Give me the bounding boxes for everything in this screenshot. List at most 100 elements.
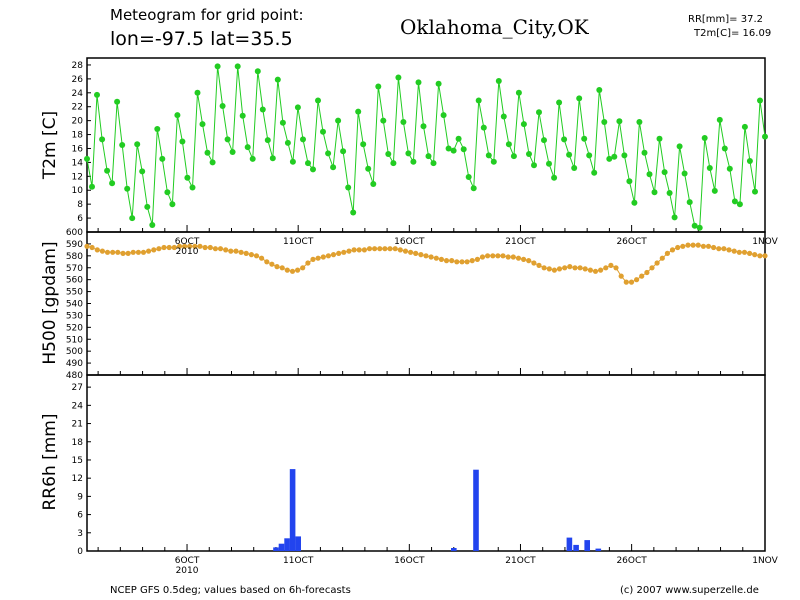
t2m-point xyxy=(400,119,407,125)
t2m-point xyxy=(616,118,623,125)
t2m-point xyxy=(671,214,678,221)
t2m-point xyxy=(736,201,743,208)
t2m-point xyxy=(164,189,171,196)
h500-point xyxy=(259,255,265,261)
t2m-ytick-label: 14 xyxy=(72,158,84,168)
t2m-point xyxy=(199,121,206,128)
t2m-point xyxy=(701,135,708,141)
t2m-point xyxy=(350,209,357,216)
t2m-point xyxy=(380,117,387,124)
rr-ytick-label: 6 xyxy=(77,511,83,521)
t2m-point xyxy=(330,164,337,171)
t2m-point xyxy=(259,106,266,113)
h500-point xyxy=(115,249,121,255)
h500-point xyxy=(120,250,126,256)
t2m-point xyxy=(234,63,241,70)
rr-time-label-year: 2010 xyxy=(176,566,199,576)
h500-point xyxy=(613,265,619,271)
rr-bar xyxy=(278,543,285,551)
title-line-2: lon=-97.5 lat=35.5 xyxy=(110,28,293,50)
t2m-point xyxy=(741,123,748,130)
footer-credit: (c) 2007 www.superzelle.de xyxy=(620,585,759,596)
t2m-point xyxy=(269,155,276,162)
t2m-point xyxy=(214,63,221,70)
h500-point xyxy=(248,252,254,258)
h500-ytick-label: 490 xyxy=(66,359,83,369)
rr-ytick-label: 9 xyxy=(77,492,83,502)
h500-ytick-label: 510 xyxy=(66,335,83,345)
h500-point xyxy=(325,253,331,259)
h500-point xyxy=(171,244,177,251)
t2m-point xyxy=(94,91,100,98)
t2m-point xyxy=(455,135,462,142)
t2m-point xyxy=(264,137,271,144)
h500-point xyxy=(356,247,362,253)
h500-point xyxy=(510,254,516,260)
t2m-point xyxy=(661,169,668,176)
h500-time-label: 16OCT xyxy=(394,237,425,247)
t2m-point xyxy=(746,158,753,164)
t2m-point xyxy=(305,160,311,167)
t2m-point xyxy=(425,153,432,160)
t2m-point xyxy=(581,135,588,142)
h500-point xyxy=(541,265,547,271)
h500-point xyxy=(587,267,594,273)
h500-point xyxy=(336,250,342,256)
h500-point xyxy=(490,253,496,259)
t2m-point xyxy=(114,98,121,105)
t2m-point xyxy=(686,199,693,206)
rr-time-label: 16OCT xyxy=(394,556,425,566)
h500-point xyxy=(125,250,131,256)
h500-point xyxy=(526,258,532,264)
h500-point xyxy=(372,246,378,252)
t2m-point xyxy=(345,184,352,191)
rr-bar xyxy=(451,548,457,551)
h500-time-label: 21OCT xyxy=(505,237,536,247)
h500-point xyxy=(659,255,665,261)
h500-point xyxy=(243,250,249,256)
h500-point xyxy=(675,244,681,251)
footer-source: NCEP GFS 0.5deg; values based on 6h-fore… xyxy=(110,585,351,596)
h500-point xyxy=(130,249,136,255)
h500-point xyxy=(423,253,429,259)
t2m-panel: 6 8 10 12 14 16 18 20 22 24 26 28 T2m [C] xyxy=(40,57,768,233)
t2m-point xyxy=(209,159,216,166)
t2m-point xyxy=(591,169,598,176)
t2m-point xyxy=(370,181,377,187)
h500-ytick-label: 500 xyxy=(66,347,83,357)
h500-ytick-label: 570 xyxy=(66,264,83,274)
t2m-point xyxy=(435,80,442,87)
h500-point xyxy=(577,265,583,271)
rr-time-label: 21OCT xyxy=(505,556,536,566)
h500-point xyxy=(649,265,655,271)
t2m-point xyxy=(109,180,116,187)
h500-ytick-label: 530 xyxy=(66,311,83,321)
h500-point xyxy=(495,253,501,259)
h500-point xyxy=(253,253,260,259)
t2m-point xyxy=(601,119,608,125)
h500-point xyxy=(485,253,491,259)
t2m-point xyxy=(204,149,211,156)
h500-point xyxy=(84,243,90,249)
t2m-summary: T2m[C]= 16.09 xyxy=(693,28,771,39)
t2m-point xyxy=(254,68,261,75)
t2m-point xyxy=(666,190,673,196)
h500-point xyxy=(212,246,218,252)
t2m-point xyxy=(571,165,578,171)
h500-point xyxy=(315,255,321,261)
rr-bar xyxy=(573,544,579,551)
t2m-point xyxy=(229,149,236,155)
rr-ytick-label: 3 xyxy=(77,529,83,539)
rr-time-label: 6OCT xyxy=(175,556,200,566)
h500-point xyxy=(598,267,604,273)
h500-point xyxy=(284,267,290,273)
t2m-point xyxy=(586,152,593,159)
h500-point xyxy=(711,244,717,251)
t2m-point xyxy=(289,158,296,165)
t2m-point xyxy=(505,141,512,148)
t2m-point xyxy=(526,151,532,157)
t2m-point xyxy=(546,160,552,167)
t2m-point xyxy=(611,153,618,160)
rr-ytick-label: 24 xyxy=(72,401,84,411)
h500-point xyxy=(228,248,234,254)
